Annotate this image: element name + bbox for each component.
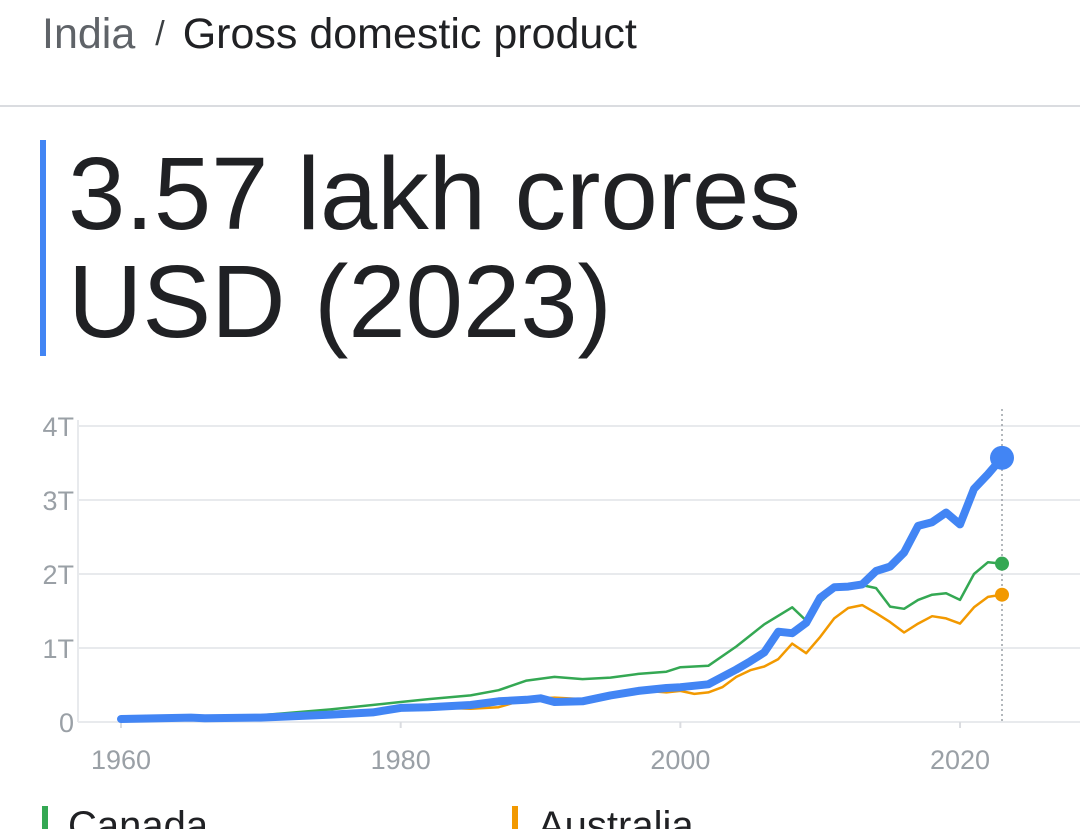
series-end-point-australia — [995, 587, 1009, 602]
header-divider — [0, 105, 1080, 107]
legend-label-australia: Australia — [538, 804, 694, 829]
x-tick-label-1: 1980 — [371, 745, 431, 775]
x-tick-label-3: 2020 — [930, 745, 990, 775]
y-tick-label-0: 0 — [59, 708, 74, 738]
headline-line-2: USD (2023) — [68, 244, 612, 359]
legend-swatch-canada — [42, 806, 48, 829]
y-tick-label-3: 3T — [42, 486, 74, 516]
x-tick-label-0: 1960 — [91, 745, 151, 775]
series-end-point-india — [990, 445, 1014, 470]
headline-value: 3.57 lakh crores USD (2023) — [40, 140, 1048, 356]
headline-line-1: 3.57 lakh crores — [68, 136, 801, 251]
series-end-point-canada — [995, 556, 1009, 571]
legend-swatch-australia — [512, 806, 518, 829]
breadcrumb-country-link[interactable]: India — [42, 9, 136, 58]
x-tick-label-2: 2000 — [650, 745, 710, 775]
series-line-india — [117, 453, 1006, 723]
legend-label-canada: Canada — [68, 804, 209, 829]
breadcrumb-separator: / — [155, 14, 165, 53]
series-line-australia — [119, 593, 1004, 722]
breadcrumb-metric: Gross domestic product — [182, 9, 637, 58]
y-tick-label-2: 2T — [42, 560, 74, 590]
legend-item-australia[interactable]: Australia — [512, 804, 694, 829]
legend-item-canada[interactable]: Canada — [42, 804, 208, 829]
series-line-canada — [119, 560, 1004, 721]
y-tick-label-4: 4T — [42, 412, 74, 442]
breadcrumb: India / Gross domestic product — [42, 8, 637, 60]
gdp-line-chart[interactable]: 0 1T 2T 3T 4T 1960 1980 2000 2020 — [0, 395, 1080, 795]
y-tick-label-1: 1T — [42, 634, 74, 664]
